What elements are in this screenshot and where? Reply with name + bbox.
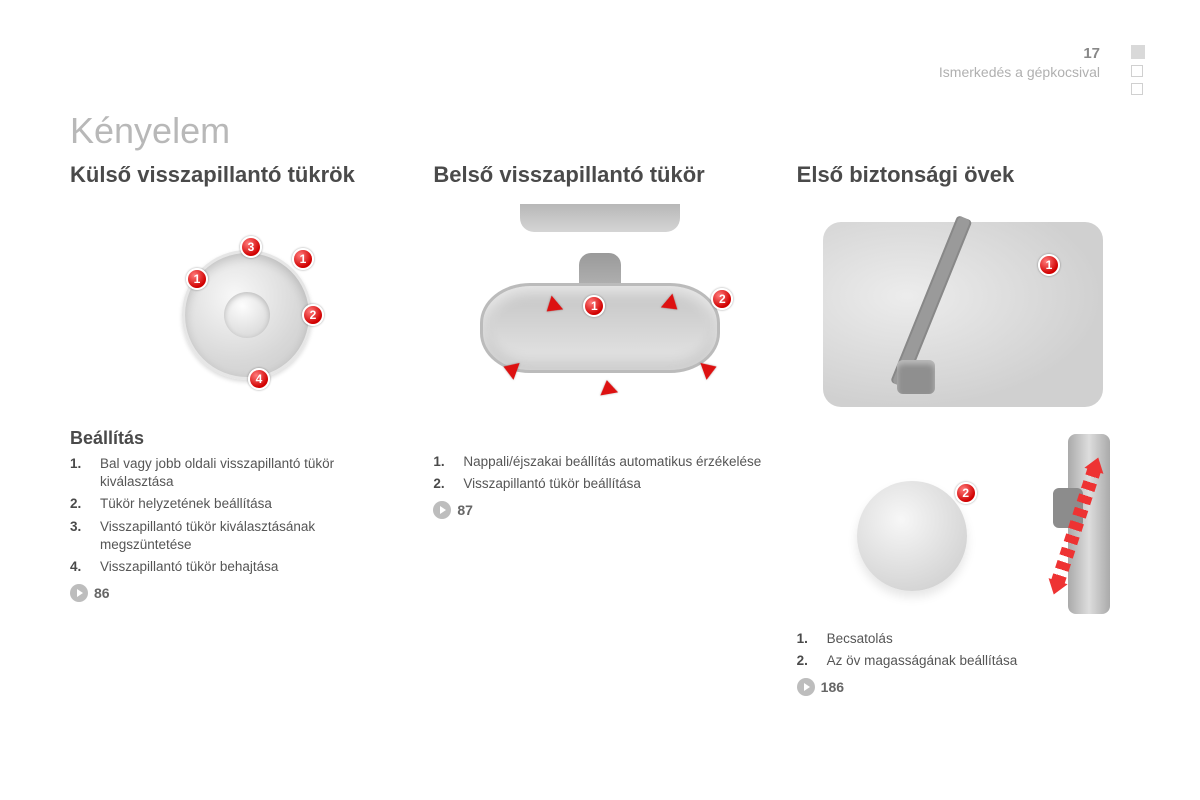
forward-icon (70, 584, 88, 602)
step-number: 2. (70, 495, 81, 513)
list-item: 1.Bal vagy jobb oldali visszapillantó tü… (100, 455, 403, 491)
page-title: Kényelem (70, 110, 1130, 152)
left-steps-list: 1. Bal vagy jobb oldali visszapillantó tü… (70, 455, 403, 576)
list-item: 1.Nappali/éjszakai beállítás automatikus… (463, 453, 766, 471)
callout-badge: 3 (240, 236, 262, 258)
list-item: 2.Az öv magasságának beállítása (827, 652, 1130, 670)
page-ref: 86 (70, 584, 403, 602)
list-item: 2.Visszapillantó tükör beállítása (463, 475, 766, 493)
page-header: 17 Ismerkedés a gépkocsival (939, 45, 1130, 80)
forward-icon (433, 501, 451, 519)
page-ref-number: 86 (94, 585, 110, 601)
callout-badge: 2 (711, 288, 733, 310)
tab-markers (1131, 45, 1145, 95)
column-right: Első biztonsági övek 1 2 1.Becsatolás 2.… (797, 162, 1130, 696)
step-text: Becsatolás (827, 631, 893, 646)
callout-badge: 4 (248, 368, 270, 390)
page-ref: 186 (797, 678, 1130, 696)
page-ref-number: 87 (457, 502, 473, 518)
step-number: 4. (70, 558, 81, 576)
figure-seatbelt-height: 2 (797, 434, 1130, 614)
figure-interior-mirror: 1 2 (433, 200, 766, 420)
windshield-bar-illustration (520, 204, 680, 232)
list-item: 3.Visszapillantó tükör kiválasztásának m… (100, 518, 403, 554)
list-item: 2.Tükör helyzetének beállítása (100, 495, 403, 513)
belt-buckle-illustration (897, 360, 935, 394)
seat-illustration (823, 222, 1103, 407)
right-heading: Első biztonsági övek (797, 162, 1130, 188)
left-heading: Külső visszapillantó tükrök (70, 162, 403, 188)
adjust-arrow-icon (598, 379, 618, 396)
section-label: Ismerkedés a gépkocsival (939, 64, 1130, 80)
tab-marker-hollow (1131, 65, 1143, 77)
forward-icon (797, 678, 815, 696)
adjust-arrow-icon (701, 358, 720, 380)
figure-seatbelt-buckle: 1 (797, 200, 1130, 420)
columns-container: Külső visszapillantó tükrök 1 3 1 2 4 Be… (70, 162, 1130, 696)
list-item: 1.Becsatolás (827, 630, 1130, 648)
callout-badge: 2 (302, 304, 324, 326)
page-number: 17 (939, 45, 1130, 62)
list-item: 4.Visszapillantó tükör behajtása (100, 558, 403, 576)
step-text: Visszapillantó tükör behajtása (100, 559, 278, 574)
callout-badge: 1 (186, 268, 208, 290)
page-ref: 87 (433, 501, 766, 519)
step-text: Bal vagy jobb oldali visszapillantó tükö… (100, 456, 334, 489)
step-text: Tükör helyzetének beállítása (100, 496, 272, 511)
callout-badge: 2 (955, 482, 977, 504)
callout-badge: 1 (1038, 254, 1060, 276)
step-text: Nappali/éjszakai beállítás automatikus é… (463, 454, 761, 469)
left-subheading: Beállítás (70, 428, 403, 449)
step-text: Az öv magasságának beállítása (827, 653, 1018, 668)
figure-exterior-mirror-dial: 1 3 1 2 4 (70, 200, 403, 420)
column-left: Külső visszapillantó tükrök 1 3 1 2 4 Be… (70, 162, 403, 696)
step-text: Visszapillantó tükör kiválasztásának meg… (100, 519, 315, 552)
column-middle: Belső visszapillantó tükör 1 2 1. Nappali… (433, 162, 766, 696)
middle-steps-list: 1. Nappali/éjszakai beállítás automatikus… (433, 453, 766, 493)
step-number: 2. (797, 652, 808, 670)
step-number: 2. (433, 475, 444, 493)
callout-badge: 1 (292, 248, 314, 270)
headrest-illustration (857, 481, 967, 591)
tab-marker-filled (1131, 45, 1145, 59)
step-number: 1. (70, 455, 81, 473)
step-number: 1. (797, 630, 808, 648)
right-steps-list: 1.Becsatolás 2.Az öv magasságának beállí… (797, 630, 1130, 670)
middle-heading: Belső visszapillantó tükör (433, 162, 766, 188)
step-number: 1. (433, 453, 444, 471)
step-text: Visszapillantó tükör beállítása (463, 476, 641, 491)
tab-marker-hollow (1131, 83, 1143, 95)
page-ref-number: 186 (821, 679, 844, 695)
step-number: 3. (70, 518, 81, 536)
